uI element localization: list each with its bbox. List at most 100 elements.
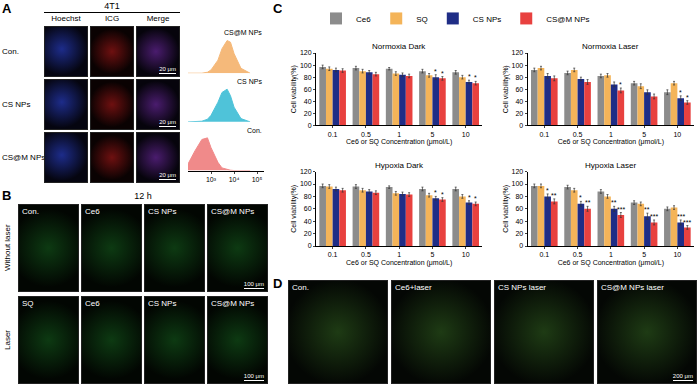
svg-text:0.5: 0.5 — [361, 131, 371, 138]
svg-text:0.5: 0.5 — [573, 251, 583, 258]
svg-text:0.1: 0.1 — [539, 131, 549, 138]
svg-text:0: 0 — [519, 242, 523, 249]
svg-text:Hypoxia Dark: Hypoxia Dark — [375, 161, 424, 170]
html-text:B: B — [2, 188, 12, 203]
svg-text:0.5: 0.5 — [361, 251, 371, 258]
svg-text:10: 10 — [462, 251, 470, 258]
svg-text:**: ** — [611, 199, 617, 206]
svg-text:1: 1 — [609, 131, 613, 138]
svg-text:20: 20 — [304, 230, 312, 237]
svg-text:80: 80 — [304, 193, 312, 200]
svg-text:0: 0 — [308, 122, 312, 129]
html-text:C: C — [273, 1, 283, 16]
svg-text:80: 80 — [304, 74, 312, 81]
svg-text:20: 20 — [304, 110, 312, 117]
svg-text:120: 120 — [300, 168, 312, 175]
svg-text:*: * — [619, 81, 622, 88]
svg-text:60: 60 — [304, 205, 312, 212]
svg-text:Ce6 or SQ Concentration (μmol/: Ce6 or SQ Concentration (μmol/L) — [346, 138, 452, 146]
svg-text:10: 10 — [462, 131, 470, 138]
svg-text:120: 120 — [512, 49, 524, 56]
svg-text:120: 120 — [300, 49, 312, 56]
svg-text:60: 60 — [304, 86, 312, 93]
svg-text:Ce6 or SQ Concentration (μmol/: Ce6 or SQ Concentration (μmol/L) — [346, 259, 452, 267]
svg-text:Normoxia Laser: Normoxia Laser — [582, 42, 639, 51]
svg-text:Cell viability(%): Cell viability(%) — [502, 185, 510, 233]
svg-text:40: 40 — [304, 218, 312, 225]
svg-text:*: * — [474, 195, 477, 202]
svg-text:5: 5 — [430, 131, 434, 138]
svg-text:0: 0 — [308, 242, 312, 249]
svg-text:10⁴: 10⁴ — [229, 176, 240, 183]
svg-text:CS NPs: CS NPs — [473, 15, 501, 24]
svg-text:Con.: Con. — [247, 127, 262, 134]
svg-text:100: 100 — [512, 180, 524, 187]
svg-text:CS NPs: CS NPs — [237, 78, 262, 85]
svg-text:*: * — [468, 73, 471, 80]
svg-text:***: *** — [617, 206, 625, 213]
svg-text:*: * — [441, 70, 444, 77]
svg-text:SQ: SQ — [416, 15, 428, 24]
svg-text:60: 60 — [515, 205, 523, 212]
svg-text:*: * — [474, 74, 477, 81]
svg-text:120: 120 — [512, 168, 524, 175]
html-text:CS NPs: CS NPs — [2, 99, 31, 109]
svg-text:0.1: 0.1 — [539, 251, 549, 258]
svg-text:*: * — [434, 189, 437, 196]
html-text:12 h: 12 h — [134, 191, 152, 201]
svg-text:Ce6: Ce6 — [356, 15, 371, 24]
svg-text:**: ** — [551, 192, 557, 199]
svg-text:1: 1 — [397, 251, 401, 258]
svg-text:20: 20 — [515, 110, 523, 117]
svg-text:CS@M NPs: CS@M NPs — [546, 15, 589, 24]
svg-text:40: 40 — [515, 218, 523, 225]
svg-text:10⁵: 10⁵ — [252, 176, 263, 183]
svg-text:Ce6 or SQ Concentration (μmol/: Ce6 or SQ Concentration (μmol/L) — [558, 259, 664, 267]
svg-text:***: *** — [683, 219, 691, 226]
svg-text:*: * — [434, 68, 437, 75]
svg-text:CS@M NPs: CS@M NPs — [224, 29, 262, 36]
svg-text:*: * — [468, 194, 471, 201]
svg-text:**: ** — [585, 199, 591, 206]
svg-text:*: * — [686, 94, 689, 101]
svg-text:**: ** — [644, 206, 650, 213]
svg-text:***: *** — [650, 213, 658, 220]
svg-text:0: 0 — [519, 122, 523, 129]
html-text:A: A — [2, 1, 12, 16]
svg-text:5: 5 — [430, 251, 434, 258]
svg-text:Cell viability(%): Cell viability(%) — [290, 65, 298, 113]
svg-text:0.1: 0.1 — [328, 251, 338, 258]
svg-text:*: * — [546, 187, 549, 194]
svg-text:40: 40 — [304, 98, 312, 105]
svg-text:Hypoxia Laser: Hypoxia Laser — [585, 161, 636, 170]
svg-text:20: 20 — [515, 230, 523, 237]
svg-text:10³: 10³ — [206, 176, 217, 183]
svg-text:*: * — [441, 191, 444, 198]
svg-text:0.5: 0.5 — [573, 131, 583, 138]
svg-text:0.1: 0.1 — [328, 131, 338, 138]
svg-text:Ce6 or SQ Concentration (μmol/: Ce6 or SQ Concentration (μmol/L) — [558, 138, 664, 146]
svg-text:80: 80 — [515, 193, 523, 200]
html-text:Con.: Con. — [2, 46, 19, 56]
svg-text:100: 100 — [300, 62, 312, 69]
svg-text:Normoxia Dark: Normoxia Dark — [372, 42, 426, 51]
svg-text:*: * — [579, 194, 582, 201]
svg-text:10: 10 — [673, 131, 681, 138]
svg-text:1: 1 — [397, 131, 401, 138]
svg-text:*: * — [679, 89, 682, 96]
svg-text:60: 60 — [515, 86, 523, 93]
svg-text:***: *** — [677, 213, 685, 220]
svg-text:Cell viability(%): Cell viability(%) — [290, 185, 298, 233]
html-text:D: D — [273, 276, 283, 291]
svg-text:Cell viability(%): Cell viability(%) — [502, 65, 510, 113]
svg-text:5: 5 — [642, 131, 646, 138]
svg-text:10: 10 — [673, 251, 681, 258]
svg-text:100: 100 — [300, 180, 312, 187]
svg-text:1: 1 — [609, 251, 613, 258]
svg-text:5: 5 — [642, 251, 646, 258]
html-text:4T1: 4T1 — [104, 1, 120, 11]
html-text:CS@M NPs: CS@M NPs — [2, 152, 46, 162]
svg-text:40: 40 — [515, 98, 523, 105]
svg-text:80: 80 — [515, 74, 523, 81]
svg-text:100: 100 — [512, 62, 524, 69]
